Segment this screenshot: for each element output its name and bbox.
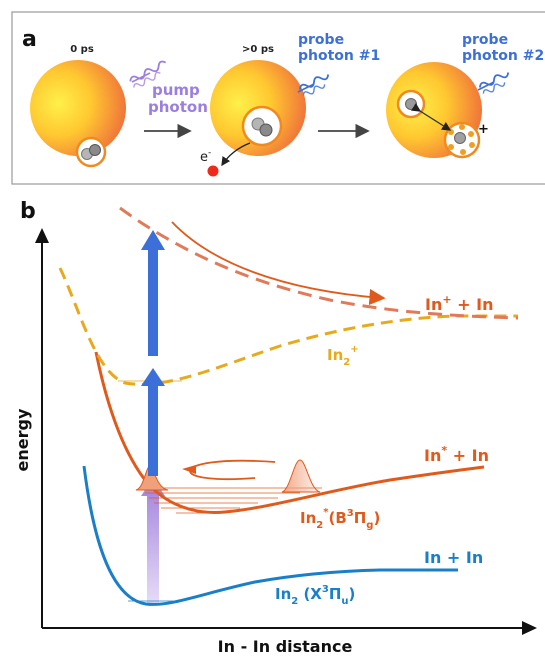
dissociation-arrow xyxy=(171,221,386,306)
y-axis-arrowhead xyxy=(35,228,49,243)
panel-a: a 0 ps pump photon >0 ps probe ph xyxy=(11,11,545,185)
probe-photon-2-arrow xyxy=(477,81,495,91)
wavepacket-motion-arrow xyxy=(189,459,276,481)
wavepacket-propagated xyxy=(281,459,321,493)
pump-photon-label-1: pump xyxy=(152,81,200,99)
probe-photon-1-wave xyxy=(298,74,330,90)
dimer-atom-2b xyxy=(259,123,273,137)
dimer-atom-1b xyxy=(89,144,101,156)
probe-arrow-2-shaft xyxy=(148,248,158,356)
stage-1: 0 ps pump photon xyxy=(30,44,208,168)
fragment-separation-arrow xyxy=(410,102,452,131)
y-axis-label: energy xyxy=(13,408,32,471)
probe-photon-1-wave-2 xyxy=(302,84,326,96)
electron-trajectory xyxy=(221,142,251,167)
probe-photon-1-label-1: probe xyxy=(298,32,344,48)
ground-asymptote-label: In + In xyxy=(424,548,483,567)
pump-photon-wave-2 xyxy=(133,71,161,88)
stage-3: + probe photon #2 xyxy=(386,32,544,159)
repulsive-ion-curve xyxy=(119,206,519,320)
ion-fragment-1 xyxy=(405,98,417,110)
ion-dimer-curve xyxy=(58,267,518,386)
stage-2: >0 ps probe photon #1 e- xyxy=(200,32,380,177)
probe-photon-1-label-2: photon #1 xyxy=(298,48,380,64)
excited-state-curve xyxy=(94,351,485,515)
ion-fragment-2 xyxy=(454,132,466,144)
pump-arrow-shaft xyxy=(147,492,159,604)
helium-3 xyxy=(468,131,474,137)
panel-b: b energy In - In distance xyxy=(13,199,537,656)
ion-sign: + xyxy=(478,122,489,137)
ground-dimer-label: In2 (X3Πu) xyxy=(275,584,355,607)
probe-photon-2-label-2: photon #2 xyxy=(462,48,544,64)
excited-dimer-label: In2*(B3Πg) xyxy=(300,507,380,531)
probe-arrow-1-shaft xyxy=(148,384,158,476)
helium-6 xyxy=(448,144,454,150)
pump-photon-arrow xyxy=(131,72,151,83)
x-axis-label: In - In distance xyxy=(218,637,353,656)
pump-photon-label-2: photon xyxy=(148,98,208,116)
ion-asymptote-label: In+ + In xyxy=(425,293,493,314)
electron-label: e- xyxy=(200,148,211,165)
probe-arrow-2-head xyxy=(141,230,165,250)
probe-photon-1-arrow xyxy=(297,83,315,93)
panel-b-letter: b xyxy=(20,199,36,224)
stage-2-time: >0 ps xyxy=(242,44,274,55)
probe-arrow-1-head xyxy=(141,368,165,386)
wavepacket-motion-arrowhead xyxy=(182,465,196,474)
probe-photon-2-wave xyxy=(478,72,510,88)
ground-state-curve xyxy=(82,465,458,606)
ion-dimer-label: In2+ xyxy=(327,344,359,368)
probe-photon-2-wave-2 xyxy=(482,82,506,94)
helium-5 xyxy=(460,149,466,155)
helium-4 xyxy=(469,142,475,148)
excited-asymptote-label: In* + In xyxy=(424,444,489,465)
stage-1-time: 0 ps xyxy=(70,44,94,55)
x-axis-arrowhead xyxy=(522,621,537,635)
panel-a-letter: a xyxy=(22,27,37,52)
pump-photon-wave xyxy=(129,60,167,82)
electron xyxy=(207,165,219,177)
probe-photon-2-label-1: probe xyxy=(462,32,508,48)
helium-2 xyxy=(459,124,465,130)
cluster-sphere-1 xyxy=(30,60,126,156)
